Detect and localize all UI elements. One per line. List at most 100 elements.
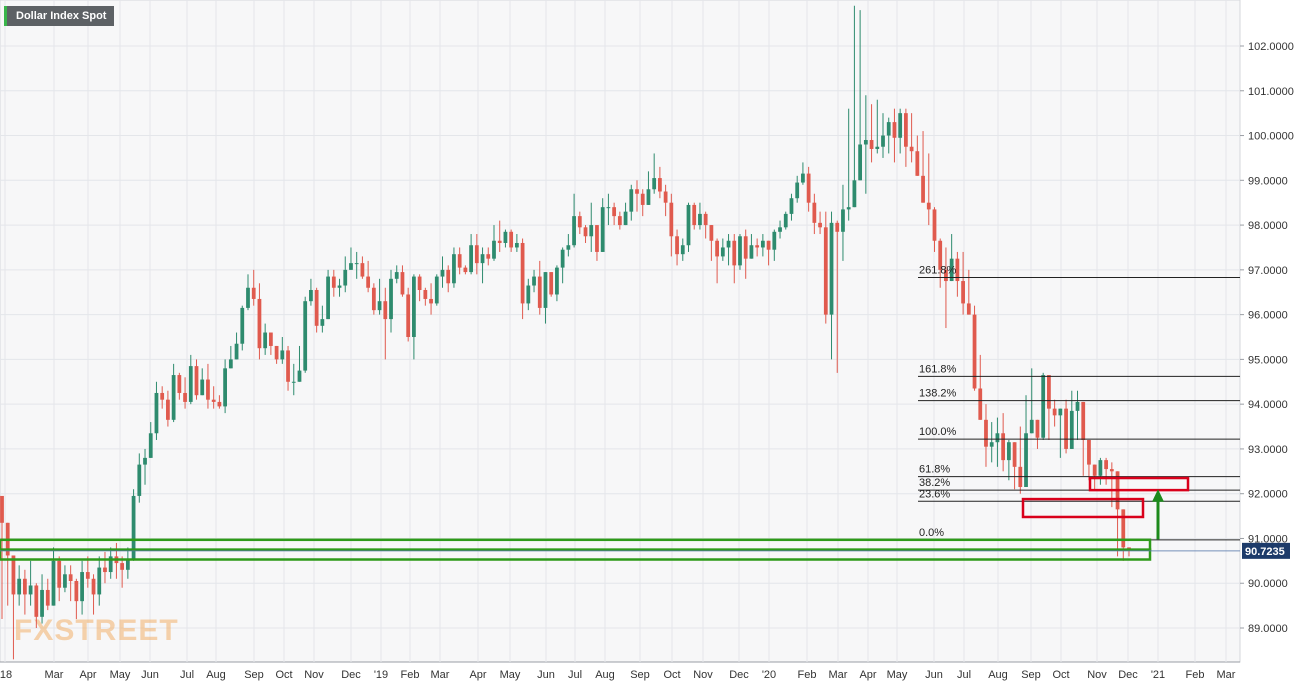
- y-tick-label: 94.0000: [1248, 399, 1288, 411]
- candle-body: [932, 209, 937, 241]
- candle: [1104, 457, 1109, 485]
- candle-body: [303, 301, 308, 371]
- candle: [738, 234, 742, 270]
- candle: [583, 225, 588, 243]
- candle-body: [966, 303, 971, 315]
- candle-body: [898, 113, 903, 138]
- candle: [217, 395, 222, 409]
- candle-body: [274, 345, 279, 360]
- candle: [457, 247, 462, 275]
- candle-body: [743, 236, 748, 259]
- candle-body: [91, 578, 96, 595]
- candle: [984, 404, 988, 467]
- candle-body: [640, 193, 645, 205]
- candle: [635, 180, 639, 212]
- candle-body: [595, 225, 599, 252]
- candle: [915, 135, 920, 176]
- candle: [995, 417, 1000, 467]
- candle: [286, 345, 290, 391]
- candle: [417, 274, 422, 302]
- candle-body: [572, 216, 576, 246]
- candle-body: [166, 399, 170, 420]
- candle-body: [589, 225, 594, 237]
- candle: [629, 184, 634, 221]
- candle-body: [68, 574, 73, 582]
- x-tick-label: Mar: [1217, 669, 1236, 681]
- candle: [858, 10, 863, 181]
- candle-body: [915, 151, 920, 176]
- x-tick-label: Aug: [595, 669, 615, 681]
- candle: [303, 296, 308, 373]
- x-tick-label: Feb: [401, 669, 420, 681]
- candle: [709, 225, 714, 261]
- candle-body: [480, 254, 485, 264]
- candle-body: [606, 207, 611, 209]
- candle: [841, 184, 845, 261]
- candle: [423, 287, 428, 306]
- green-zone-box: [0, 548, 1152, 561]
- candle-body: [1035, 419, 1040, 438]
- y-tick-label: 101.0000: [1248, 86, 1294, 98]
- candle: [600, 198, 605, 252]
- candle-body: [57, 560, 62, 588]
- candle: [22, 569, 27, 615]
- y-tick-label: 92.0000: [1248, 489, 1288, 501]
- candle-body: [1041, 375, 1046, 438]
- candle: [1058, 408, 1063, 458]
- candle-body: [881, 135, 885, 147]
- candle: [188, 354, 193, 405]
- candle: [68, 565, 73, 602]
- candle-body: [600, 207, 605, 252]
- candle-body: [543, 272, 548, 308]
- candle: [360, 256, 365, 279]
- candle-body: [646, 189, 651, 205]
- x-tick-label: '21: [1151, 669, 1165, 681]
- last-price-label: 90.7235: [1245, 546, 1285, 558]
- candle-body: [789, 198, 794, 214]
- candle-body: [211, 399, 216, 402]
- candle: [503, 229, 508, 248]
- candle: [1012, 442, 1017, 490]
- candle-body: [280, 350, 285, 360]
- candle: [755, 238, 760, 257]
- candle-body: [715, 240, 719, 257]
- x-tick-label: Aug: [206, 669, 226, 681]
- candle: [183, 377, 187, 409]
- y-tick-label: 102.0000: [1248, 41, 1294, 53]
- candle: [1047, 375, 1051, 440]
- candle: [835, 220, 840, 373]
- x-tick-label: Feb: [798, 669, 817, 681]
- candle-body: [755, 245, 760, 248]
- candle: [251, 269, 256, 306]
- candle-body: [1024, 433, 1028, 487]
- red-zone-box: [1088, 476, 1190, 492]
- candle-body: [835, 222, 840, 232]
- candle: [938, 238, 943, 288]
- candle-body: [183, 392, 187, 402]
- candle-body: [720, 247, 725, 257]
- candle: [801, 162, 805, 185]
- candle-body: [1069, 410, 1074, 449]
- candle-body: [1075, 401, 1080, 411]
- candle: [732, 234, 737, 284]
- candle-body: [1006, 442, 1011, 461]
- candle-body: [429, 298, 433, 304]
- candle-body: [766, 240, 771, 250]
- y-tick-label: 95.0000: [1248, 354, 1288, 366]
- candle-body: [549, 272, 554, 295]
- candle: [932, 207, 937, 252]
- candle-body: [1058, 408, 1063, 416]
- x-tick-label: Apr: [469, 669, 486, 681]
- candle-body: [680, 245, 685, 255]
- candle: [154, 381, 159, 440]
- candle: [875, 99, 880, 154]
- candle-body: [223, 368, 227, 407]
- candle: [606, 193, 611, 226]
- candle-body: [17, 578, 22, 595]
- candle-body: [120, 563, 125, 570]
- candle: [137, 453, 142, 503]
- fib-level-label: 0.0%: [919, 527, 944, 539]
- candle-body: [555, 267, 559, 295]
- candle-body: [806, 173, 811, 203]
